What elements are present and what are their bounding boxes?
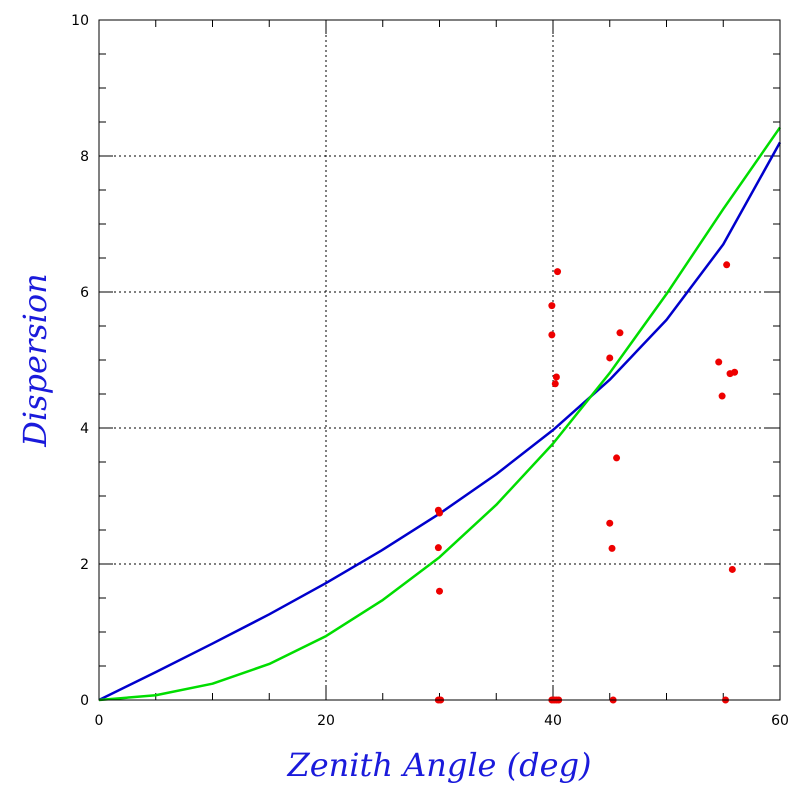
x-tick-label: 20 (317, 713, 335, 729)
data-point (608, 544, 616, 552)
data-point (434, 544, 442, 552)
data-point (554, 268, 562, 276)
data-point (731, 368, 739, 376)
data-point (436, 587, 443, 595)
curve-blue (98, 141, 782, 702)
data-point (436, 509, 443, 517)
data-point (715, 358, 723, 366)
data-point (616, 329, 624, 337)
data-point (552, 373, 560, 381)
x-tick-label: 0 (95, 713, 104, 729)
y-tick-label: 10 (71, 13, 89, 29)
data-points (434, 261, 739, 704)
data-point (723, 261, 731, 269)
data-point (548, 302, 556, 310)
curve-green (98, 126, 782, 702)
gridlines (99, 20, 780, 700)
tick-labels: 0 20 40 60 0 2 4 6 8 10 (71, 13, 789, 729)
y-tick-label: 8 (80, 149, 89, 165)
y-axis-title: Dispersion (16, 273, 54, 448)
y-tick-label: 0 (80, 693, 89, 709)
plot-frame (98, 19, 781, 701)
data-point (613, 454, 621, 462)
x-axis-title: Zenith Angle (deg) (286, 746, 591, 784)
data-point (606, 519, 614, 527)
y-tick-label: 4 (80, 421, 89, 437)
x-tick-label: 60 (771, 713, 789, 729)
y-tick-label: 6 (80, 285, 89, 301)
model-curves (98, 126, 782, 702)
x-tick-label: 40 (544, 713, 562, 729)
minor-ticks (98, 19, 781, 701)
data-point (551, 380, 559, 388)
data-point (548, 331, 556, 339)
y-tick-label: 2 (80, 557, 89, 573)
data-point (606, 354, 614, 362)
data-point (718, 392, 726, 400)
data-point (728, 565, 736, 573)
